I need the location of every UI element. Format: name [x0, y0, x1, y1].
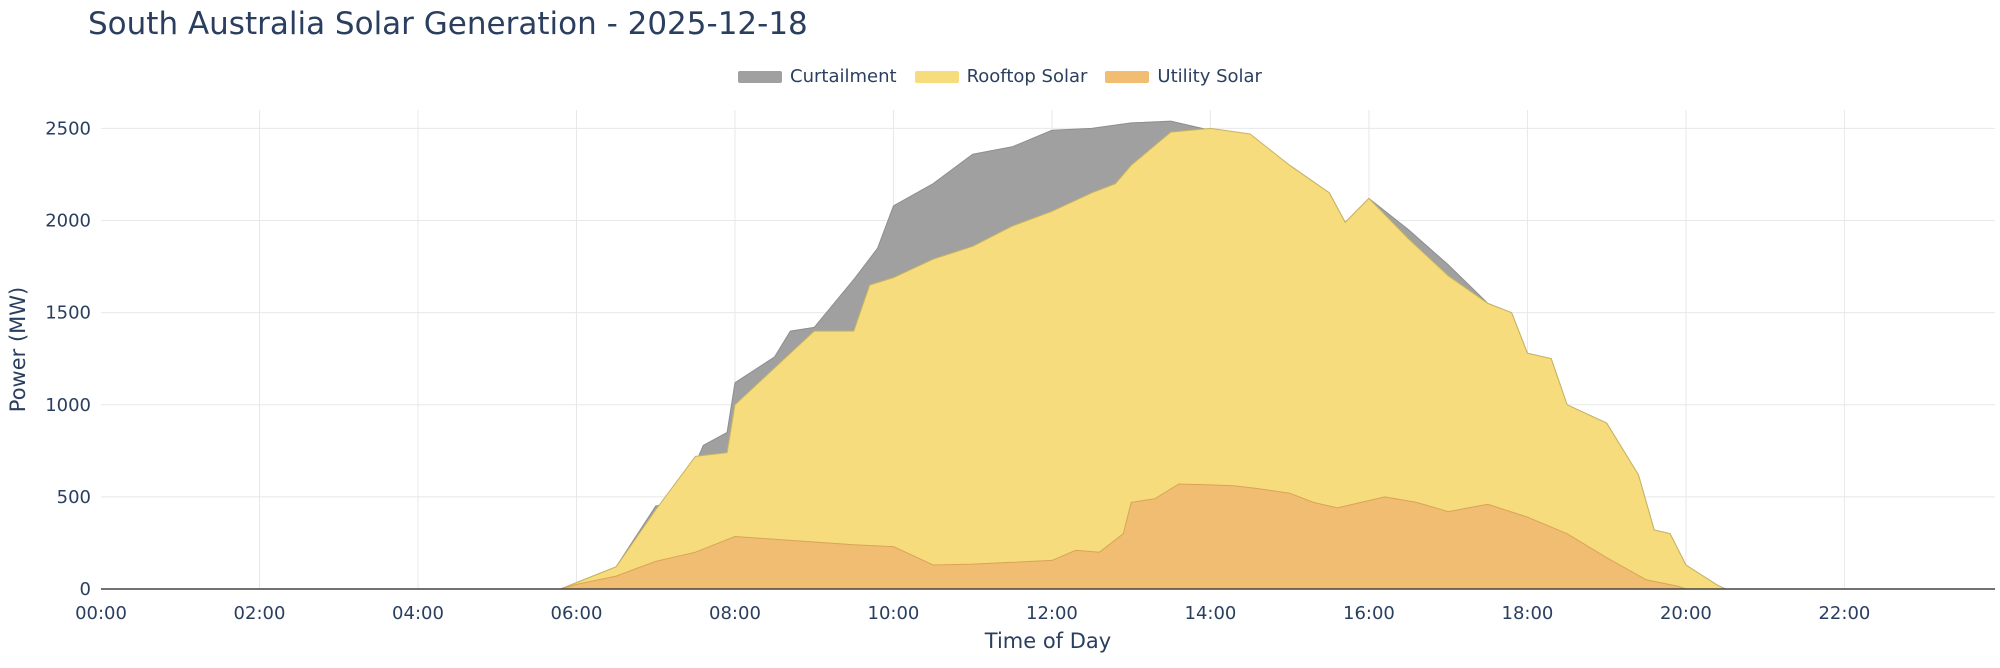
legend: Curtailment Rooftop Solar Utility Solar [0, 66, 2000, 87]
y-tick-label-1500: 1500 [45, 303, 91, 324]
legend-swatch-rooftop-solar [914, 70, 959, 83]
x-tick-labels: 00:00 02:00 04:00 06:00 08:00 10:00 12:00 14:00… [75, 603, 1870, 624]
area-utility-solar[interactable] [101, 483, 1995, 590]
y-tick-labels: 0 500 1000 1500 2000 2500 [45, 118, 91, 600]
y-tick-label-500: 500 [57, 487, 91, 508]
legend-swatch-curtailment [738, 70, 783, 83]
series-areas [101, 120, 1995, 590]
x-axis-label: Time of Day [984, 629, 1111, 653]
x-tick-label-18:00: 18:00 [1502, 603, 1554, 624]
y-axis-label: Power (MW) [6, 287, 30, 412]
chart-title: South Australia Solar Generation - 2025-… [88, 6, 808, 42]
legend-item-curtailment[interactable]: Curtailment [738, 66, 897, 87]
x-tick-label-22:00: 22:00 [1818, 603, 1870, 624]
x-tick-label-14:00: 14:00 [1185, 603, 1237, 624]
x-tick-label-06:00: 06:00 [551, 603, 603, 624]
legend-label-curtailment: Curtailment [790, 66, 897, 87]
x-tick-label-16:00: 16:00 [1343, 603, 1395, 624]
x-tick-label-10:00: 10:00 [868, 603, 920, 624]
y-tick-label-1000: 1000 [45, 395, 91, 416]
y-tick-label-2000: 2000 [45, 211, 91, 232]
legend-label-utility-solar: Utility Solar [1157, 66, 1262, 87]
area-rooftop-solar[interactable] [101, 127, 1995, 590]
x-tick-label-12:00: 12:00 [1026, 603, 1078, 624]
legend-item-utility-solar[interactable]: Utility Solar [1105, 66, 1262, 87]
legend-swatch-utility-solar [1105, 70, 1150, 83]
y-tick-label-2500: 2500 [45, 118, 91, 139]
legend-item-rooftop-solar[interactable]: Rooftop Solar [914, 66, 1088, 87]
legend-label-rooftop-solar: Rooftop Solar [966, 66, 1088, 87]
x-tick-label-08:00: 08:00 [709, 603, 761, 624]
x-tick-label-20:00: 20:00 [1660, 603, 1712, 624]
y-tick-label-0: 0 [80, 579, 91, 600]
x-tick-label-02:00: 02:00 [234, 603, 286, 624]
x-tick-label-00:00: 00:00 [75, 603, 127, 624]
x-tick-label-04:00: 04:00 [392, 603, 444, 624]
